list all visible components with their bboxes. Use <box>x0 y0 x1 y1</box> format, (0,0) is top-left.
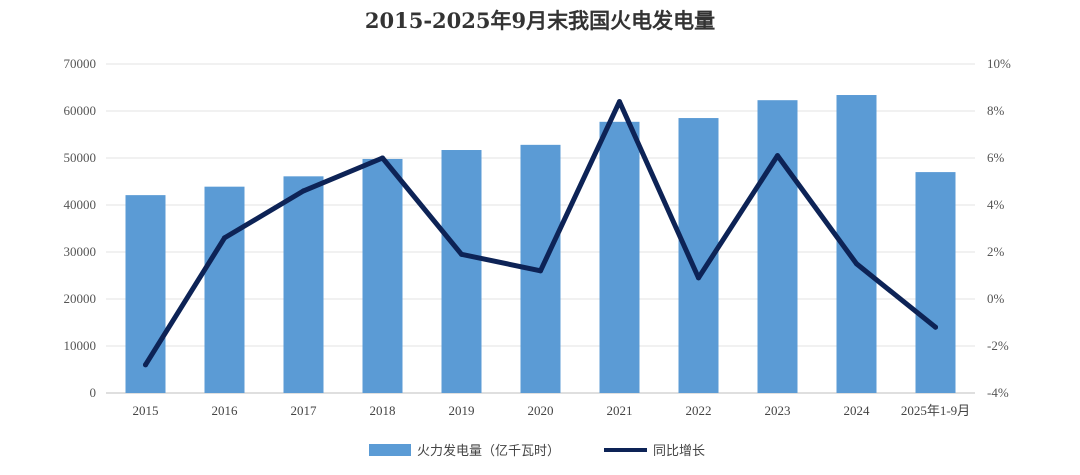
y-left-tick-label: 0 <box>90 385 97 400</box>
x-tick-label: 2024 <box>844 403 871 418</box>
y-left-tick-label: 50000 <box>64 150 97 165</box>
bar <box>125 195 166 393</box>
y-left-tick-label: 30000 <box>64 244 97 259</box>
line-point <box>933 324 938 330</box>
legend-bar-label: 火力发电量（亿千瓦时） <box>417 443 560 459</box>
y-right-tick-label: -4% <box>987 385 1009 400</box>
line-point <box>696 275 701 281</box>
y-right-tick-label: 8% <box>987 103 1005 118</box>
line-point <box>459 251 464 257</box>
line-point <box>854 261 859 267</box>
line-series <box>143 99 938 368</box>
bar <box>283 176 324 393</box>
x-tick-label: 2016 <box>212 403 239 418</box>
line-point <box>222 235 227 241</box>
y-right-tick-label: 2% <box>987 244 1005 259</box>
y-right-tick-label: 6% <box>987 150 1005 165</box>
y-left-tick-label: 40000 <box>64 197 97 212</box>
y-axis-right: -4% -2% 0% 2% 4% 6% 8% 10% <box>987 56 1011 400</box>
legend-line-label: 同比增长 <box>653 444 705 459</box>
y-right-tick-label: 0% <box>987 291 1005 306</box>
bar <box>599 121 640 393</box>
bar <box>204 186 245 393</box>
x-tick-label: 2018 <box>370 403 396 418</box>
x-tick-label: 2017 <box>291 403 318 418</box>
line-point <box>301 188 306 194</box>
x-tick-label: 2022 <box>686 403 712 418</box>
x-tick-label: 2025年1-9月 <box>901 403 970 418</box>
y-axis-left: 0 10000 20000 30000 40000 50000 60000 70000 <box>64 56 97 400</box>
x-tick-label: 2023 <box>765 403 791 418</box>
line-point <box>775 153 780 159</box>
x-tick-label: 2019 <box>449 403 475 418</box>
y-left-tick-label: 10000 <box>64 338 97 353</box>
y-left-tick-label: 20000 <box>64 291 97 306</box>
x-tick-label: 2020 <box>528 403 554 418</box>
y-left-tick-label: 60000 <box>64 103 97 118</box>
bar <box>757 100 798 393</box>
legend: 火力发电量（亿千瓦时） 同比增长 <box>369 443 705 459</box>
bar <box>362 158 403 393</box>
x-axis: 2015 2016 2017 2018 2019 2020 2021 2022 2023 2024… <box>133 403 971 418</box>
y-left-tick-label: 70000 <box>64 56 97 71</box>
y-right-tick-label: -2% <box>987 338 1009 353</box>
x-tick-label: 2015 <box>133 403 159 418</box>
y-right-tick-label: 10% <box>987 56 1011 71</box>
line-point <box>538 268 543 274</box>
bar <box>915 172 956 393</box>
chart-title: 2015-2025年9月末我国火电发电量 <box>365 8 715 33</box>
line-point <box>617 99 622 105</box>
line-point <box>143 362 148 368</box>
line-point <box>380 155 385 161</box>
bar-series <box>125 95 956 394</box>
legend-bar-swatch <box>369 444 411 456</box>
y-right-tick-label: 4% <box>987 197 1005 212</box>
bar <box>441 150 482 393</box>
x-tick-label: 2021 <box>607 403 633 418</box>
